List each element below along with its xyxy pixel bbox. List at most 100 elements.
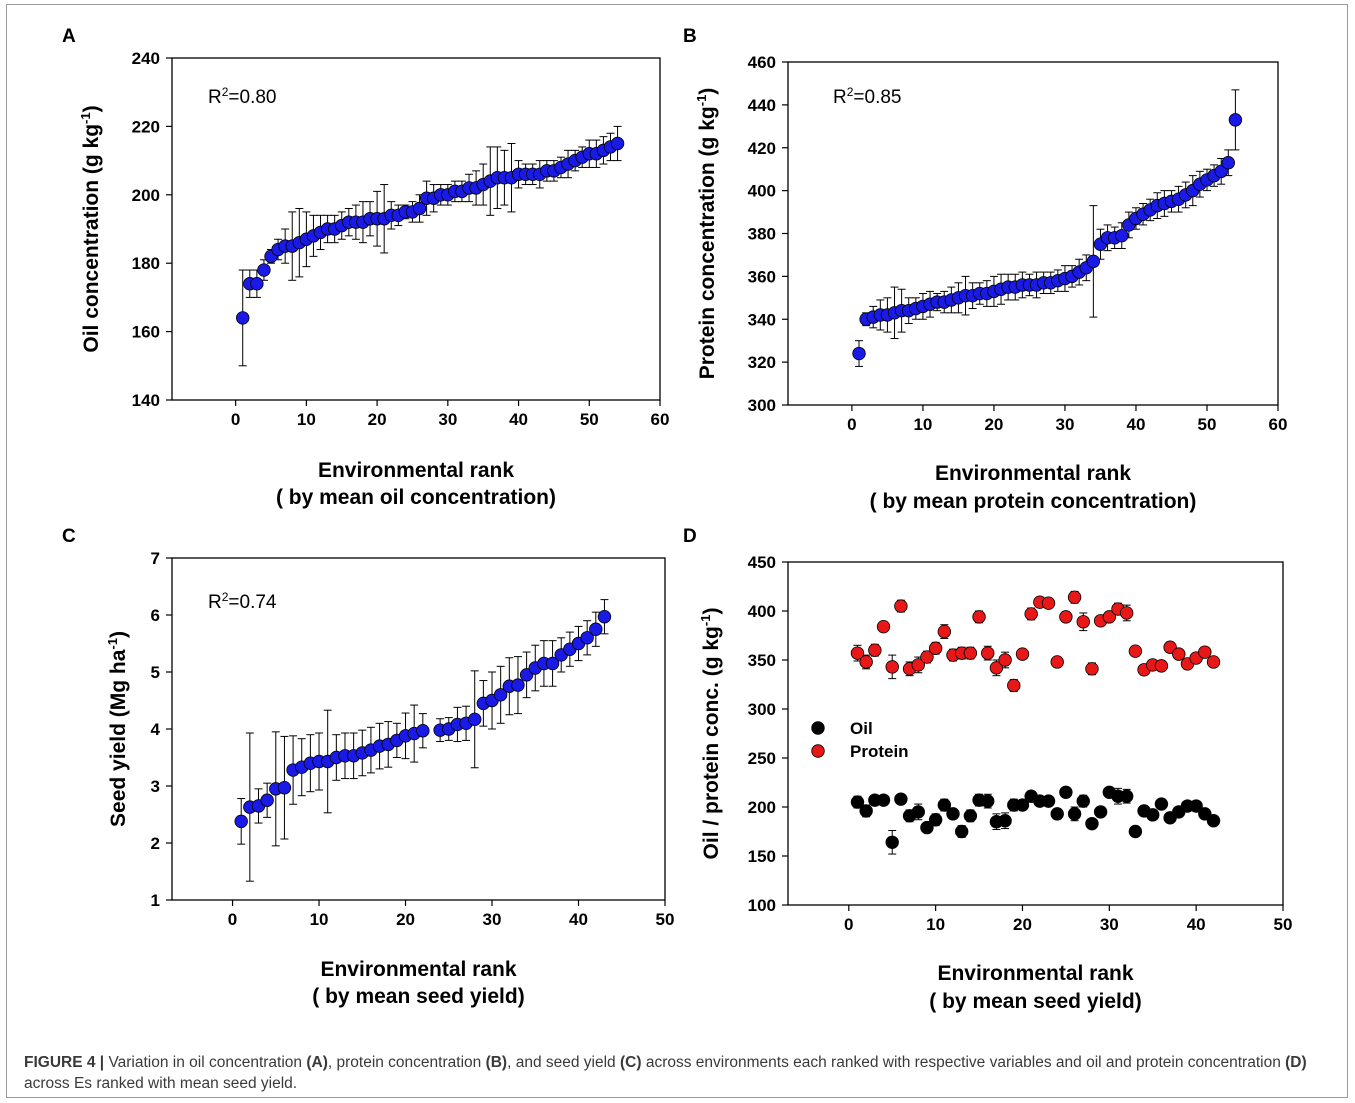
caption-ref-d: (D) <box>1285 1054 1307 1071</box>
x-tick-label: 10 <box>310 910 329 929</box>
caption-text: across Es ranked with mean seed yield. <box>24 1075 298 1092</box>
y-tick-label: 150 <box>748 847 776 866</box>
data-point <box>876 619 891 634</box>
data-point <box>1228 113 1243 127</box>
data-point <box>589 622 603 636</box>
series-protein <box>850 590 1221 693</box>
figure-caption: FIGURE 4 | Variation in oil concentratio… <box>24 1052 1334 1094</box>
data-point <box>260 793 274 807</box>
legend-marker <box>811 744 825 758</box>
chart-panel-a: A 0 10 20 30 40 50 60 140 160 180 200 220 240 Environm… <box>62 26 669 509</box>
y-tick-label: 180 <box>132 254 160 273</box>
x-tick-label: 20 <box>1013 915 1032 934</box>
x-tick-label: 40 <box>1187 915 1206 934</box>
series-main <box>234 599 612 882</box>
x-tick-label: 10 <box>926 915 945 934</box>
y-tick-label: 300 <box>748 396 776 415</box>
data-point <box>963 646 978 660</box>
x-tick-label: 40 <box>509 410 528 429</box>
x-tick-label: 30 <box>1055 415 1074 434</box>
caption-ref-c: (C) <box>619 1054 642 1071</box>
data-point <box>885 660 899 674</box>
r-squared-annotation: R2=0.74 <box>208 590 277 613</box>
data-point <box>545 656 560 671</box>
x-tick-label: 10 <box>297 410 316 429</box>
data-point <box>1015 798 1030 812</box>
x-tick-label: 30 <box>483 910 502 929</box>
legend-label: Protein <box>850 742 909 761</box>
data-point <box>277 781 292 795</box>
data-point <box>412 201 427 216</box>
data-point <box>1206 814 1221 828</box>
x-tick-label: 60 <box>651 410 670 429</box>
y-tick-label: 320 <box>748 353 776 372</box>
y-tick-label: 1 <box>151 891 160 910</box>
data-point <box>1154 659 1169 673</box>
legend: Oil Protein <box>811 719 909 761</box>
x-tick-label: 30 <box>438 410 457 429</box>
data-point <box>468 712 482 727</box>
data-point <box>876 793 891 807</box>
caption-text: , and seed yield <box>507 1054 620 1071</box>
data-point <box>911 658 925 672</box>
data-point <box>954 824 969 839</box>
data-point <box>250 277 264 291</box>
panel-letter: C <box>62 526 76 547</box>
data-point <box>859 804 873 818</box>
caption-ref-a: (A) <box>306 1054 328 1071</box>
data-point <box>234 814 248 829</box>
x-axis-title: Environmental rank <box>937 962 1133 985</box>
data-point <box>580 631 594 645</box>
x-axis-title: Environmental rank <box>318 459 514 482</box>
data-point <box>1015 647 1030 661</box>
x-axis-title: Environmental rank <box>935 462 1131 485</box>
x-tick-label: 0 <box>844 915 853 934</box>
data-point <box>1128 824 1143 839</box>
data-point <box>257 263 271 277</box>
data-point <box>1067 590 1082 604</box>
data-point <box>928 813 943 827</box>
y-tick-label: 380 <box>748 225 776 244</box>
data-point <box>236 311 250 325</box>
data-point <box>868 643 882 657</box>
data-point <box>1059 610 1073 624</box>
x-axis-subtitle: ( by mean seed yield) <box>929 990 1141 1013</box>
caption-text: Variation in oil concentration <box>104 1054 307 1071</box>
data-point <box>911 805 925 819</box>
data-point <box>1024 607 1038 621</box>
y-tick-label: 300 <box>748 700 776 719</box>
data-point <box>1128 644 1143 658</box>
chart-panel-d: D 0 10 20 30 40 50 100 150 200 250 300 350 400 450 Envi… <box>683 526 1292 1013</box>
figure-canvas: A0 10 20 30 40 50 60140160180200220240Environm… <box>62 26 1292 1013</box>
y-tick-label: 450 <box>748 553 776 572</box>
figure-frame <box>6 4 1348 1098</box>
y-axis-title: Protein concentration (g kg-1) <box>694 88 719 380</box>
data-point <box>981 646 995 660</box>
data-point <box>963 809 978 823</box>
x-tick-label: 0 <box>231 410 240 429</box>
panel-letter: A <box>62 26 76 47</box>
x-tick-label: 20 <box>368 410 387 429</box>
data-point <box>1076 794 1090 808</box>
data-point <box>1221 156 1235 170</box>
data-point <box>1067 807 1082 821</box>
data-point <box>937 798 952 812</box>
data-point <box>885 835 899 849</box>
y-tick-label: 420 <box>748 139 776 158</box>
x-tick-label: 0 <box>847 415 856 434</box>
legend-label: Oil <box>850 719 873 738</box>
y-axis-title: Oil / protein conc. (g kg-1) <box>698 608 723 860</box>
y-tick-label: 400 <box>748 182 776 201</box>
data-point <box>894 792 908 806</box>
data-point <box>1154 797 1169 811</box>
data-point <box>989 661 1004 675</box>
y-tick-label: 3 <box>151 777 160 796</box>
y-tick-label: 240 <box>132 49 160 68</box>
data-point <box>1093 805 1108 819</box>
data-point <box>1189 799 1203 813</box>
data-point <box>852 346 866 361</box>
data-point <box>850 646 865 660</box>
data-point <box>1198 645 1212 659</box>
data-point <box>1050 655 1064 669</box>
y-tick-label: 100 <box>748 896 776 915</box>
